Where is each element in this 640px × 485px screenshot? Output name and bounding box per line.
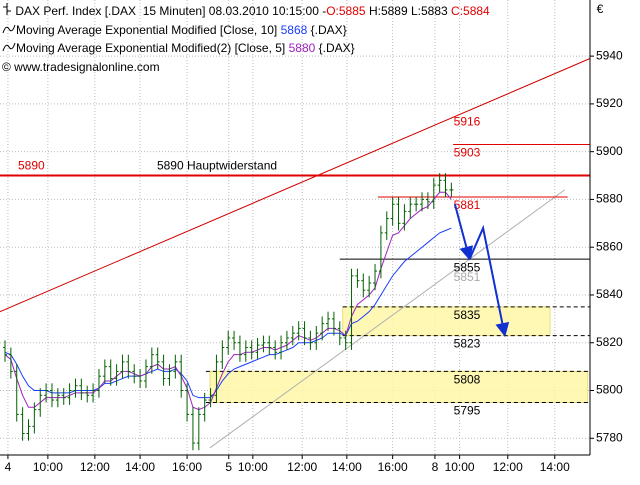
x-tick-label: 12:00 [493, 460, 523, 474]
legend-value: 5880 [288, 41, 316, 55]
y-tick-label: 5820 [596, 335, 623, 349]
x-tick-label: 8 [432, 460, 439, 474]
level-label: 5855 [454, 260, 481, 274]
x-tick-label: 10:00 [238, 460, 268, 474]
trendline [209, 189, 566, 449]
arrow [468, 224, 510, 337]
level-label: 5916 [454, 115, 481, 129]
close: C:5884 [451, 4, 490, 18]
x-tick-label: 14:00 [125, 460, 155, 474]
y-tick-label: 5780 [596, 430, 623, 444]
header-line: DAX Perf. Index [.DAX 15 Minuten] 08.03.… [2, 2, 490, 21]
legend-suffix: {.DAX} [310, 22, 347, 37]
y-tick-label: 5920 [596, 96, 623, 110]
level-label: 5823 [454, 337, 481, 351]
x-tick-label: 12:00 [287, 460, 317, 474]
y-tick-label: 5840 [596, 287, 623, 301]
y-tick-label: 5880 [596, 192, 623, 206]
level-label: 5808 [454, 373, 481, 387]
header: DAX Perf. Index [.DAX 15 Minuten] 08.03.… [2, 2, 490, 76]
x-tick-label: 10:00 [445, 460, 475, 474]
y-tick-label: 5860 [596, 239, 623, 253]
y-tick-label: 5940 [596, 48, 623, 62]
icon [2, 24, 16, 33]
y-tick-label: 5800 [596, 383, 623, 397]
copyright: © www.tradesignalonline.com [2, 59, 160, 74]
level-note: 5890 Hauptwiderstand [157, 159, 277, 173]
trendline [0, 58, 591, 313]
x-tick-label: 12:00 [80, 460, 110, 474]
y-tick-label: 5900 [596, 144, 623, 158]
level-label: 5835 [454, 308, 481, 322]
x-tick-label: 5 [225, 460, 232, 474]
low: L:5883 [410, 4, 448, 18]
x-tick-label: 16:00 [172, 460, 202, 474]
x-tick-label: 14:00 [332, 460, 362, 474]
level-label: 5851 [454, 270, 481, 284]
level-label: 5881 [454, 198, 481, 212]
open: O:5885 [326, 4, 366, 18]
indicator-line [4, 191, 452, 411]
x-tick-label: 4 [5, 460, 12, 474]
icon [3, 3, 11, 15]
legend-label: Moving Average Exponential Modified [Clo… [16, 22, 278, 37]
legend-value: 5868 [280, 22, 308, 37]
level-label: 5795 [454, 404, 481, 418]
indicator-line [4, 227, 452, 399]
legend-label: Moving Average Exponential Modified(2) [… [16, 41, 286, 55]
zone [209, 370, 589, 403]
arrow [453, 203, 474, 261]
zone [342, 306, 551, 337]
icon [2, 42, 16, 52]
title: DAX Perf. Index [.DAX 15 Minuten] [15, 4, 206, 18]
x-tick-label: 14:00 [540, 460, 570, 474]
legend-item: Moving Average Exponential Modified(2) [… [2, 39, 490, 58]
x-tick-label: 10:00 [33, 460, 63, 474]
high: H:5889 [368, 4, 408, 18]
legend-item: Moving Average Exponential Modified [Clo… [2, 21, 490, 40]
x-tick-label: 16:00 [378, 460, 408, 474]
legend-suffix: {.DAX} [318, 41, 355, 55]
timestamp: 08.03.2010 10:15:00 - [208, 4, 327, 18]
currency: € [597, 2, 604, 16]
level-label: 5903 [454, 146, 481, 160]
level-label: 5890 [18, 159, 45, 173]
